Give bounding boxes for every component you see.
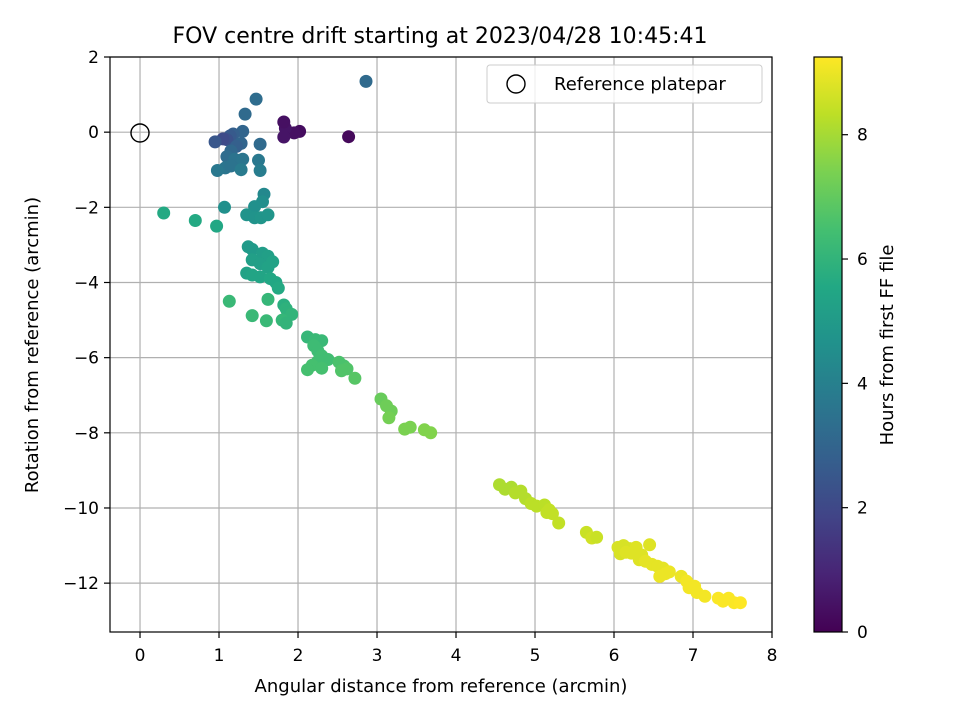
colorbar-ticks: 0 2 4 6 8 <box>842 126 868 643</box>
legend-marker-icon <box>506 74 526 94</box>
data-point <box>424 426 438 440</box>
y-tick-label: −4 <box>74 273 99 293</box>
data-point <box>249 92 263 106</box>
data-point <box>382 411 396 425</box>
data-point <box>222 294 236 308</box>
y-axis-label: Rotation from reference (arcmin) <box>22 197 43 493</box>
reference-marker <box>130 123 150 143</box>
data-point <box>301 363 314 377</box>
data-point <box>248 200 262 214</box>
data-point <box>315 361 329 375</box>
data-point <box>234 163 248 177</box>
chart-title: FOV centre drift starting at 2023/04/28 … <box>173 24 708 49</box>
legend: Reference platepar <box>486 64 763 104</box>
colorbar-tick-label: 4 <box>857 374 868 394</box>
data-point <box>540 506 554 519</box>
y-axis-ticks: 2 0 −2 −4 −6 −8 −10 −12 <box>63 48 110 594</box>
x-tick-label: 8 <box>767 646 778 666</box>
colorbar-tick-label: 2 <box>857 499 868 519</box>
data-point <box>403 420 417 434</box>
data-point <box>259 314 273 328</box>
colorbar: 0 2 4 6 8 Hours from first FF file <box>813 56 898 643</box>
y-tick-label: 2 <box>88 48 99 68</box>
data-point <box>359 74 373 88</box>
y-tick-label: 0 <box>88 123 99 143</box>
x-tick-label: 4 <box>451 646 462 666</box>
x-tick-label: 3 <box>372 646 383 666</box>
data-point <box>335 364 348 378</box>
x-tick-label: 1 <box>214 646 225 666</box>
data-point <box>271 281 285 295</box>
data-point <box>210 164 224 177</box>
data-point <box>236 152 250 166</box>
data-point <box>253 164 267 177</box>
data-point <box>252 153 265 167</box>
data-point <box>261 292 275 306</box>
y-tick-label: −12 <box>63 574 99 594</box>
data-point <box>342 130 356 144</box>
y-tick-label: −6 <box>74 349 99 369</box>
colorbar-tick-label: 0 <box>857 623 868 643</box>
colorbar-tick-label: 6 <box>857 250 868 270</box>
legend-entry: Reference platepar <box>554 74 726 95</box>
data-point <box>261 208 275 222</box>
data-point <box>733 596 747 610</box>
data-point <box>208 135 222 149</box>
data-point <box>245 242 259 256</box>
data-point <box>261 261 275 274</box>
x-tick-label: 5 <box>530 646 541 666</box>
y-tick-label: −10 <box>63 499 99 519</box>
data-point <box>698 589 712 603</box>
x-tick-label: 7 <box>688 646 699 666</box>
colorbar-gradient <box>813 56 843 633</box>
data-point <box>224 159 238 173</box>
data-point <box>643 538 657 552</box>
x-tick-label: 6 <box>609 646 620 666</box>
data-point <box>253 137 267 151</box>
y-tick-label: −2 <box>74 198 99 218</box>
x-tick-label: 0 <box>135 646 146 666</box>
data-point <box>188 214 202 227</box>
data-point <box>590 530 604 544</box>
data-point <box>238 107 252 121</box>
x-tick-label: 2 <box>293 646 304 666</box>
data-point <box>348 371 362 385</box>
data-point <box>277 115 291 129</box>
data-point <box>653 569 667 583</box>
data-point <box>253 270 267 284</box>
data-point <box>277 130 291 144</box>
data-point <box>552 516 566 530</box>
data-point <box>245 309 259 323</box>
colorbar-tick-label: 8 <box>857 126 868 146</box>
data-point <box>210 219 224 233</box>
data-points <box>157 74 747 610</box>
plot-frame <box>109 56 773 633</box>
data-point <box>279 316 293 330</box>
x-axis-ticks: 0 1 2 3 4 5 6 7 8 <box>135 632 778 666</box>
data-point <box>218 200 231 214</box>
colorbar-label: Hours from first FF file <box>877 245 898 446</box>
x-axis-label: Angular distance from reference (arcmin) <box>255 676 628 697</box>
plot-area <box>110 57 772 632</box>
legend-box <box>486 64 763 104</box>
data-point <box>157 206 171 220</box>
y-tick-label: −8 <box>74 424 99 444</box>
